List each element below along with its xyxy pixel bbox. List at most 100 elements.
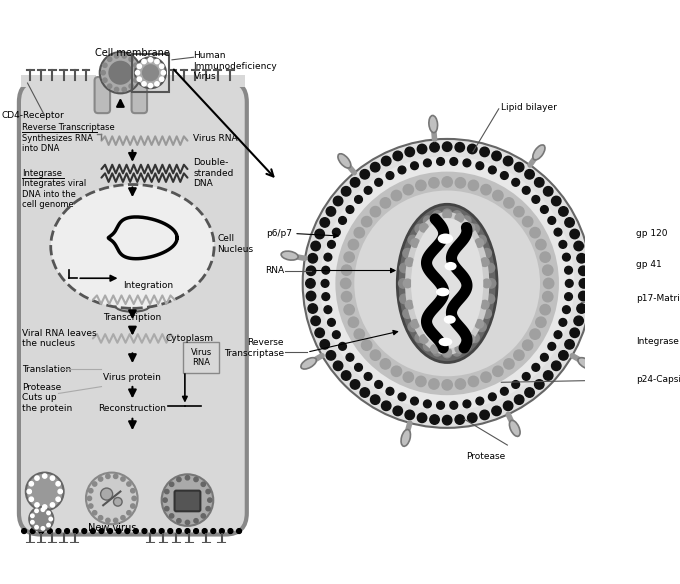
Circle shape	[92, 482, 97, 486]
Text: p24-Capsid: p24-Capsid	[636, 375, 680, 384]
Circle shape	[480, 410, 490, 420]
Circle shape	[148, 84, 152, 88]
Circle shape	[35, 526, 38, 529]
Circle shape	[565, 340, 575, 349]
Circle shape	[176, 529, 182, 533]
FancyBboxPatch shape	[95, 77, 110, 113]
Circle shape	[486, 263, 494, 273]
Circle shape	[469, 180, 479, 190]
Circle shape	[577, 253, 586, 263]
Circle shape	[135, 71, 139, 75]
Circle shape	[455, 379, 466, 389]
FancyBboxPatch shape	[20, 75, 97, 88]
Circle shape	[135, 71, 139, 75]
Circle shape	[160, 77, 164, 81]
Circle shape	[450, 158, 458, 165]
Circle shape	[480, 147, 490, 157]
Circle shape	[481, 258, 489, 266]
Circle shape	[344, 304, 354, 315]
Circle shape	[570, 328, 579, 338]
Circle shape	[488, 166, 496, 174]
Circle shape	[408, 322, 418, 332]
Circle shape	[370, 350, 381, 360]
Circle shape	[65, 529, 69, 533]
Circle shape	[333, 361, 343, 370]
Circle shape	[443, 209, 452, 218]
Circle shape	[415, 333, 424, 343]
Circle shape	[43, 505, 47, 509]
Circle shape	[131, 489, 135, 493]
Circle shape	[475, 239, 483, 247]
Circle shape	[114, 474, 118, 478]
Circle shape	[326, 350, 336, 360]
Text: Reconstruction: Reconstruction	[99, 404, 167, 412]
Circle shape	[536, 239, 546, 250]
Circle shape	[56, 497, 61, 502]
Circle shape	[35, 476, 39, 480]
Circle shape	[525, 169, 534, 179]
Circle shape	[504, 198, 514, 208]
Circle shape	[168, 529, 173, 533]
Circle shape	[543, 265, 553, 275]
Circle shape	[530, 228, 540, 238]
Text: Cell
Nucleus: Cell Nucleus	[218, 234, 254, 253]
Circle shape	[393, 406, 403, 416]
Circle shape	[306, 291, 316, 301]
Circle shape	[142, 60, 146, 64]
FancyBboxPatch shape	[148, 75, 245, 88]
Circle shape	[469, 376, 479, 387]
Ellipse shape	[438, 234, 453, 244]
Circle shape	[339, 342, 346, 350]
Circle shape	[486, 294, 494, 304]
Circle shape	[163, 498, 167, 502]
Circle shape	[463, 159, 471, 167]
Circle shape	[403, 309, 412, 318]
Circle shape	[424, 216, 433, 225]
Circle shape	[541, 353, 548, 361]
Circle shape	[165, 489, 169, 493]
Circle shape	[341, 291, 352, 302]
Text: Viral RNA leaves
the nucleus: Viral RNA leaves the nucleus	[22, 329, 97, 348]
Circle shape	[391, 190, 402, 201]
Circle shape	[103, 63, 107, 67]
Circle shape	[50, 503, 54, 507]
Text: New virus: New virus	[88, 523, 136, 533]
Circle shape	[194, 477, 198, 482]
Circle shape	[411, 397, 418, 405]
Circle shape	[114, 498, 122, 506]
Text: Reverse
Transcriptase: Reverse Transcriptase	[224, 338, 284, 357]
Text: Integrase: Integrase	[636, 338, 679, 346]
Circle shape	[107, 57, 112, 61]
Circle shape	[540, 252, 550, 262]
Circle shape	[403, 248, 412, 258]
Circle shape	[324, 253, 332, 261]
Circle shape	[462, 342, 471, 351]
Circle shape	[403, 185, 413, 195]
Circle shape	[375, 381, 383, 388]
Circle shape	[29, 482, 33, 486]
Ellipse shape	[51, 185, 214, 308]
Circle shape	[437, 401, 445, 409]
Circle shape	[424, 342, 433, 351]
Circle shape	[532, 363, 540, 371]
Circle shape	[481, 300, 489, 309]
Ellipse shape	[593, 237, 610, 246]
Circle shape	[35, 509, 38, 513]
Circle shape	[228, 529, 233, 533]
Circle shape	[466, 335, 475, 343]
Circle shape	[333, 196, 343, 206]
Circle shape	[405, 258, 414, 266]
Circle shape	[73, 529, 78, 533]
Circle shape	[534, 178, 544, 187]
Circle shape	[477, 322, 486, 332]
Circle shape	[393, 151, 403, 161]
Circle shape	[48, 529, 52, 533]
Circle shape	[504, 359, 514, 369]
Circle shape	[88, 489, 93, 493]
Circle shape	[29, 497, 33, 502]
Circle shape	[364, 186, 372, 194]
Circle shape	[500, 387, 508, 395]
Circle shape	[482, 309, 492, 318]
Ellipse shape	[578, 357, 594, 369]
Circle shape	[99, 529, 104, 533]
